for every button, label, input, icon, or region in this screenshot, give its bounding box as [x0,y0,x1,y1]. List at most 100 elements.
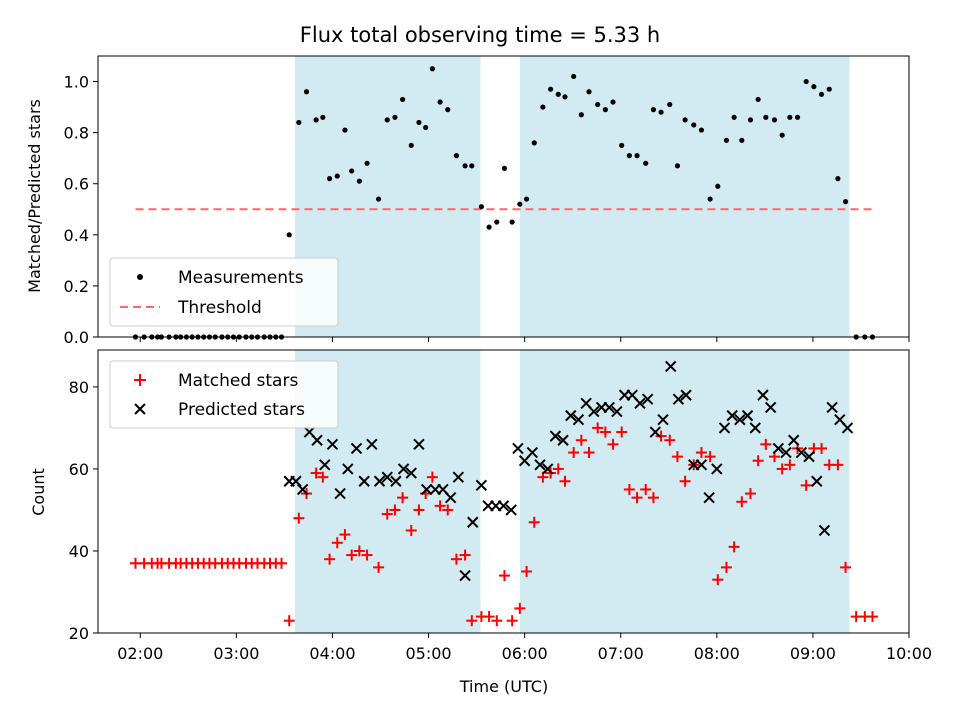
top-panel: 0.0 0.2 0.4 0.6 0.8 1.0 Flux total observing … [25,23,910,347]
measurement-point [619,142,625,149]
legend-matched-label: Matched stars [178,371,298,391]
top-ytick-label: 0.4 [64,226,89,245]
predicted-star-point [526,446,539,459]
bottom-xtick-label: 06:00 [502,644,548,663]
measurement-point [698,127,705,133]
measurement-point [626,153,632,159]
bottom-xtick-label: 09:00 [790,644,836,663]
predicted-star-point [420,483,433,496]
matched-star-point [434,500,446,512]
predicted-star-point [641,393,654,405]
predicted-star-point [319,459,331,471]
measurement-point [818,91,825,97]
bottom-xtick-label: 08:00 [694,644,740,663]
predicted-star-point [350,442,363,455]
matched-star-point [575,434,587,446]
top-x-ticks [139,337,910,342]
predicted-star-point [795,446,808,459]
measurement-point [509,219,515,225]
matched-star-point [679,475,691,487]
matched-star-point [623,483,635,495]
predicted-star-point [811,475,823,487]
predicted-star-point [718,422,731,434]
matched-star-point [276,557,288,569]
measurement-point [462,163,468,169]
bottom-x-axis-label: Time (UTC) [459,677,548,696]
measurement-point [342,127,348,133]
matched-star-point [592,422,604,434]
matched-star-point [483,611,495,623]
top-chart-title: Flux total observing time = 5.33 h [300,23,660,47]
predicted-star-point [803,450,815,463]
predicted-star-point [366,438,378,451]
measurement-point [610,99,616,105]
matched-star-point [776,463,788,475]
matched-star-point [521,565,533,577]
matched-star-point [283,615,295,627]
legend-matched-marker [134,374,146,386]
matched-star-point [373,561,385,573]
matched-star-point [784,459,796,471]
predicted-star-point [711,463,723,475]
top-ytick-label: 0.0 [64,328,89,347]
predicted-star-point [334,487,346,500]
measurement-point [478,204,484,210]
predicted-star-point [390,475,402,487]
predicted-star-point [695,459,708,471]
bottom-xtick-label: 03:00 [213,644,259,663]
measurement-point [826,86,832,92]
predicted-star-point [787,434,800,446]
matched-star-point [353,545,365,557]
matched-star-point [459,549,471,561]
predicted-star-point [703,491,715,504]
measurement-point [320,114,326,120]
bottom-x-ticks: 02:00 03:00 04:00 05:00 06:00 07:00 08:00 09:00… [117,633,932,663]
matched-star-point [389,504,401,516]
measurement-point [296,119,302,126]
measurement-point [416,119,422,126]
measurement-point [349,168,355,174]
matched-star-point [310,467,322,479]
matched-star-point [552,463,564,475]
matched-star-point [720,561,732,573]
matched-star-point [405,524,417,536]
measurement-point [494,219,500,225]
bottom-axes-frame [97,349,910,634]
predicted-star-point [290,475,302,487]
matched-star-point [832,459,844,471]
measurement-point [602,107,608,113]
matched-star-point [631,492,643,504]
bottom-xtick-label: 07:00 [598,644,644,663]
predicted-star-point [634,397,646,410]
measurement-point [540,104,546,110]
bottom-ytick-label: 60 [69,460,89,479]
measurement-point [375,196,382,202]
bottom-predicted-points [283,360,854,582]
measurement-point [691,122,697,128]
predicted-star-point [444,491,457,504]
bottom-y-axis-label: Count [29,468,48,516]
measurement-point [286,232,292,238]
measurement-point [739,137,745,143]
matched-star-point [744,488,756,500]
matched-star-point [616,426,628,438]
matched-star-point [491,615,503,627]
predicted-star-point [405,467,417,479]
matched-star-point [640,483,652,495]
measurement-point [707,196,713,202]
matched-star-point [450,553,462,565]
bottom-matched-points [129,422,878,627]
predicted-star-point [467,516,479,528]
matched-star-point [339,529,351,541]
top-legend-box [109,257,339,327]
bottom-ytick-label: 40 [69,542,89,561]
matched-star-point [728,541,740,553]
predicted-star-point [826,401,838,414]
bottom-legend: Matched stars Predicted stars [109,360,339,429]
measurement-point [794,114,801,120]
measurement-point [571,73,577,80]
measurement-point [803,78,809,85]
matched-star-point [752,455,764,467]
measurement-point [763,114,769,120]
measurement-point [334,173,340,179]
